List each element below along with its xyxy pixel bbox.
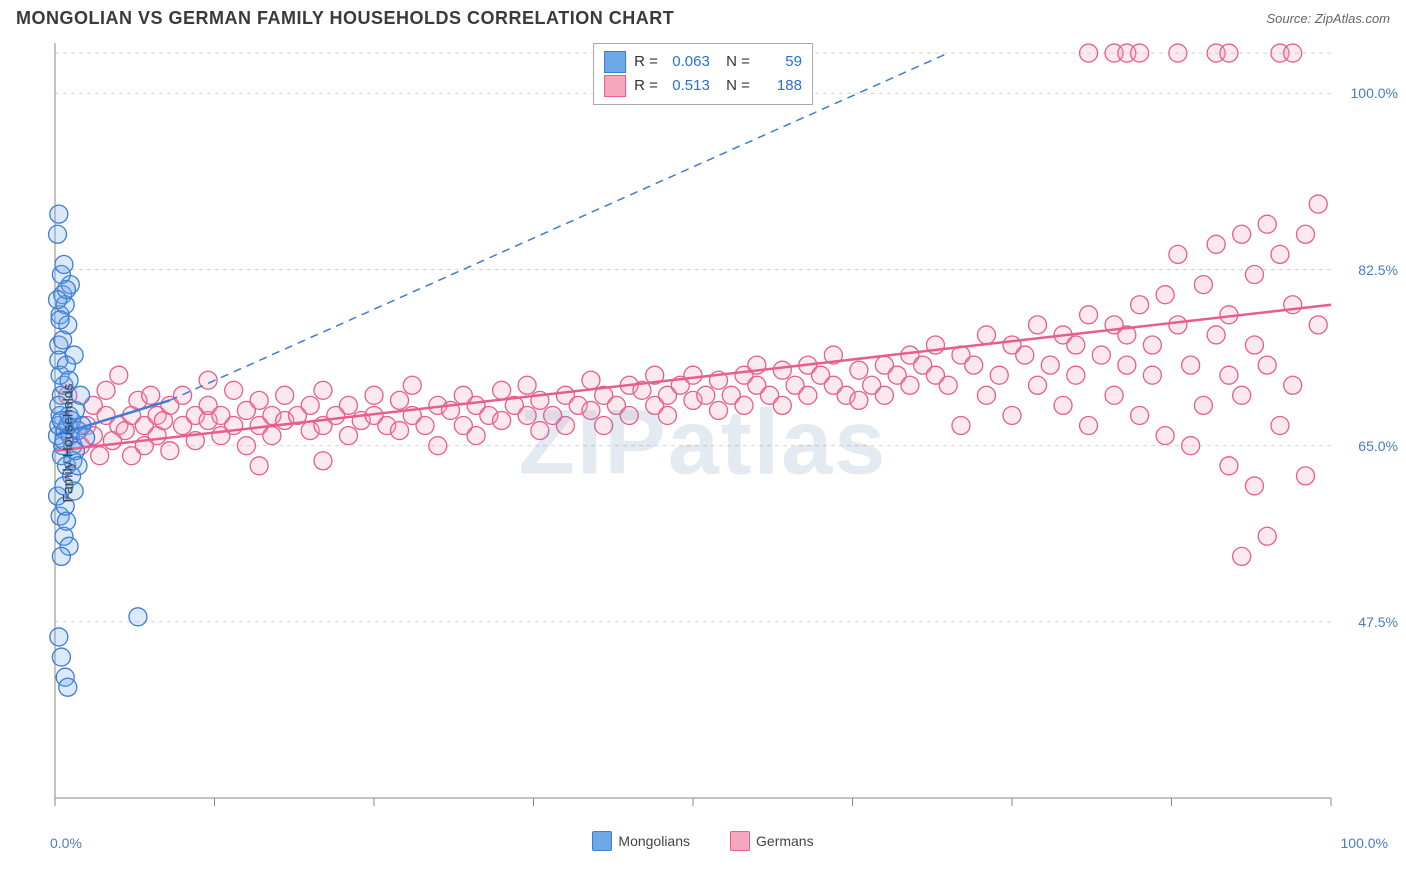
legend-swatch-mongolians <box>592 831 612 851</box>
legend-label-mongolians: Mongolians <box>618 833 690 849</box>
stats-row-mongolians: R = 0.063 N = 59 <box>604 50 802 74</box>
chart-title: MONGOLIAN VS GERMAN FAMILY HOUSEHOLDS CO… <box>16 8 674 29</box>
x-max-label: 100.0% <box>1341 835 1388 851</box>
stats-legend: R = 0.063 N = 59 R = 0.513 N = 188 <box>593 43 813 105</box>
y-axis-label: Family Households <box>60 383 76 502</box>
y-tick-label: 47.5% <box>1358 614 1398 630</box>
legend-label-germans: Germans <box>756 833 814 849</box>
n-value-mongolians: 59 <box>758 50 802 74</box>
y-tick-label: 82.5% <box>1358 262 1398 278</box>
n-label: N = <box>718 74 750 98</box>
legend-item-mongolians: Mongolians <box>592 831 690 851</box>
n-value-germans: 188 <box>758 74 802 98</box>
r-label: R = <box>634 74 658 98</box>
r-value-germans: 0.513 <box>666 74 710 98</box>
y-tick-label: 100.0% <box>1351 85 1398 101</box>
swatch-germans <box>604 75 626 97</box>
stats-row-germans: R = 0.513 N = 188 <box>604 74 802 98</box>
swatch-mongolians <box>604 51 626 73</box>
r-label: R = <box>634 50 658 74</box>
chart-container: Family Households ZIPatlas R = 0.063 N =… <box>0 33 1406 853</box>
legend-swatch-germans <box>730 831 750 851</box>
n-label: N = <box>718 50 750 74</box>
scatter-plot <box>0 33 1406 853</box>
series-legend: Mongolians Germans <box>0 831 1406 851</box>
x-min-label: 0.0% <box>50 835 82 851</box>
source-attribution: Source: ZipAtlas.com <box>1266 11 1390 26</box>
r-value-mongolians: 0.063 <box>666 50 710 74</box>
legend-item-germans: Germans <box>730 831 814 851</box>
y-tick-label: 65.0% <box>1358 438 1398 454</box>
